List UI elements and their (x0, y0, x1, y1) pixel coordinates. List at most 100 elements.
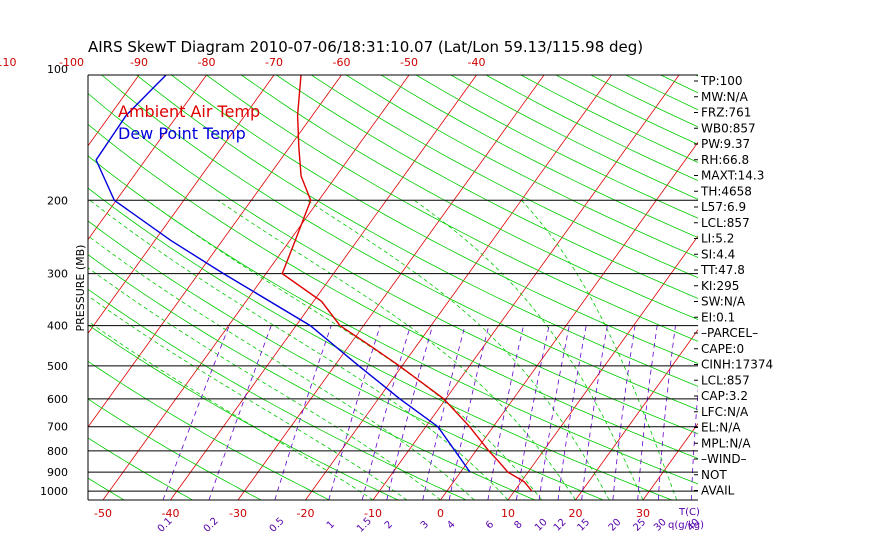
mixing-ratio-line (208, 325, 272, 500)
dry-adiabat-line (88, 123, 698, 459)
isotherm-line (0, 75, 4, 500)
pressure-tick-label: 800 (47, 445, 68, 458)
moist-adiabat-line (146, 199, 543, 500)
dry-adiabat-line (450, 75, 698, 200)
mixing-ratio-line (657, 325, 676, 500)
mixing-ratio-tick: 10 (533, 517, 550, 534)
dry-adiabat-line (88, 254, 536, 500)
top-temp-tick: -50 (400, 56, 418, 69)
dry-adiabat-line (766, 75, 870, 500)
pressure-tick-label: 500 (47, 360, 68, 373)
dry-adiabat-line (206, 75, 698, 342)
moist-adiabat-line (88, 235, 475, 500)
isotherm-line (507, 235, 698, 500)
moist-adiabat-line (217, 199, 576, 500)
stability-index: LCL:857 (701, 373, 750, 387)
stability-index: KI:295 (701, 279, 739, 293)
mixing-axis-unit: q(g/kg) (668, 520, 704, 531)
pressure-tick-label: 400 (47, 320, 68, 333)
isotherm-line (0, 75, 72, 500)
legend-ambient: Ambient Air Temp (118, 102, 260, 121)
stability-index: RH:66.8 (701, 153, 749, 167)
mixing-ratio-tick: 30 (652, 517, 669, 534)
stability-index: AVAIL (701, 484, 735, 498)
pressure-tick-labels: 100 200 300 400 500 600 700 800 900 1000 (40, 63, 68, 498)
stability-index: MAXT:14.3 (701, 169, 764, 183)
top-temperature-ticks: -120-110-100-90-80-70-60-50-40 (0, 56, 485, 69)
pressure-tick-label: 100 (47, 63, 68, 76)
pressure-tick-label: 600 (47, 393, 68, 406)
isotherm-line (88, 75, 275, 335)
isotherm-line (778, 75, 870, 500)
temp-axis-unit: T(C) (678, 507, 700, 518)
bottom-temp-tick: -10 (364, 507, 382, 520)
dry-adiabat-line (136, 75, 698, 387)
y-axis-label: PRESSURE (MB) (74, 245, 87, 332)
bottom-temperature-ticks: -50 -40 -30 -20 -10 0 10 20 30 (94, 507, 650, 520)
dry-adiabat-line (88, 92, 698, 435)
bottom-temp-tick: -50 (94, 507, 112, 520)
mixing-ratio-line (581, 325, 608, 500)
dry-adiabat-lines (0, 75, 870, 500)
dry-adiabat-line (88, 398, 262, 500)
isotherm-line (440, 141, 698, 500)
dry-adiabat-line (660, 75, 698, 94)
isotherm-line (237, 75, 545, 500)
dry-adiabat-line (88, 187, 672, 500)
mixing-ratio-line (162, 325, 230, 500)
dry-adiabat-line (731, 75, 870, 500)
stability-index: TP:100 (700, 74, 743, 88)
stability-index: SI:4.4 (701, 247, 735, 261)
stability-index: PW:9.37 (701, 137, 750, 151)
mixing-ratio-tick: 12 (552, 517, 569, 534)
mixing-ratio-tick: 20 (607, 517, 624, 534)
pressure-tick-label: 900 (47, 466, 68, 479)
stability-index: EI:0.1 (701, 310, 735, 324)
mixing-ratio-lines (162, 325, 698, 500)
mixing-ratio-tick: 3 (419, 519, 431, 531)
top-temp-tick: -60 (333, 56, 351, 69)
dry-adiabat-line (88, 155, 698, 485)
mixing-ratio-line (386, 325, 433, 500)
dry-adiabat-line (88, 360, 330, 500)
pressure-tick-label: 300 (47, 268, 68, 281)
isotherm-line (170, 75, 477, 500)
stability-index: SW:N/A (701, 295, 746, 309)
mixing-ratio-line (422, 325, 466, 500)
stability-index: MPL:N/A (701, 436, 751, 450)
bottom-temp-tick: -30 (229, 507, 247, 520)
pressure-gridlines (88, 74, 698, 492)
pressure-tick-label: 1000 (40, 485, 68, 498)
top-temp-tick: -100 (59, 56, 84, 69)
mixing-ratio-line (612, 325, 636, 500)
isotherm-line (102, 75, 410, 500)
bottom-temp-tick: 30 (636, 507, 650, 520)
mixing-ratio-line (557, 325, 587, 500)
mixing-ratio-line (274, 325, 332, 500)
top-temp-tick: -70 (265, 56, 283, 69)
moist-adiabat-lines (88, 199, 678, 500)
sounding-profiles (95, 75, 533, 492)
stability-index: LCL:857 (701, 216, 750, 230)
mixing-ratio-line (637, 325, 658, 500)
stability-index: TH:4658 (700, 184, 752, 198)
mixing-ratio-tick: 6 (484, 519, 496, 531)
stability-index: LI:5.2 (701, 232, 734, 246)
stability-index: FRZ:761 (701, 106, 751, 120)
stability-index: –PARCEL– (701, 326, 758, 340)
dry-adiabat-line (311, 75, 698, 279)
stability-index: NOT (701, 468, 727, 482)
stability-index: WB0:857 (701, 121, 756, 135)
moist-adiabat-line (414, 199, 644, 500)
dry-adiabat-line (0, 75, 56, 500)
stability-index: CAPE:0 (701, 342, 744, 356)
moist-adiabat-line (88, 267, 441, 500)
bottom-temp-tick: 0 (437, 507, 444, 520)
dry-adiabat-line (276, 75, 698, 299)
mixing-ratio-line (361, 325, 411, 500)
dry-adiabat-line (88, 288, 467, 500)
bottom-temp-tick: -20 (297, 507, 315, 520)
mixing-ratio-line (538, 325, 570, 500)
